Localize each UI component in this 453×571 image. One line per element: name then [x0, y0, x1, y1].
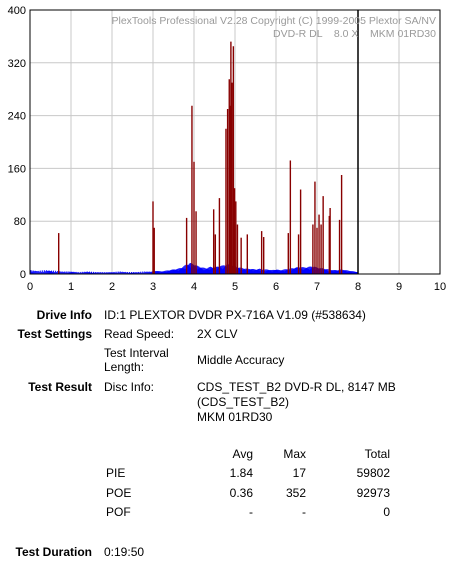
y-tick-label: 240: [8, 111, 26, 123]
stats-header-total: Total: [364, 447, 390, 461]
y-tick-label: 0: [20, 269, 26, 281]
stats-row-name: POE: [106, 486, 132, 500]
x-tick-label: 7: [314, 281, 320, 293]
test-settings-label: Test Settings: [17, 327, 92, 341]
stats-header-avg: Avg: [232, 447, 253, 461]
interval-label-line-2: Length:: [104, 360, 145, 374]
read-speed-value: 2X CLV: [197, 327, 238, 341]
drive-info-value: ID:1 PLEXTOR DVDR PX-716A V1.09 (#538634…: [104, 308, 366, 322]
disc-info-line-1: CDS_TEST_B2 DVD-R DL, 8147 MB: [197, 380, 396, 394]
x-tick-label: 6: [273, 281, 279, 293]
x-tick-label: 4: [191, 281, 197, 293]
stats-row-total: 0: [383, 505, 390, 519]
disc-info-label: Disc Info:: [104, 380, 155, 394]
stats-row-avg: 1.84: [229, 466, 253, 480]
test-result-label: Test Result: [28, 380, 92, 394]
chart-title-line-2: DVD-R DL 8.0 X MKM 01RD30: [273, 28, 436, 40]
x-tick-label: 0: [27, 281, 33, 293]
drive-info-label: Drive Info: [36, 308, 92, 322]
stats-header-max: Max: [283, 447, 306, 461]
error-chart: 0 80 160 240 320 400 0 1 2 3 4 5 6 7 8 9 10 PlexTools P…: [8, 5, 446, 293]
stats-row-total: 59802: [356, 466, 390, 480]
y-tick-label: 160: [8, 163, 26, 175]
stats-row-name: PIE: [106, 466, 126, 480]
x-tick-label: 9: [396, 281, 402, 293]
test-duration-value: 0:19:50: [104, 545, 145, 559]
y-tick-label: 80: [14, 216, 26, 228]
y-tick-label: 400: [8, 5, 26, 17]
stats-row-max: 17: [292, 466, 306, 480]
x-tick-labels: 0 1 2 3 4 5 6 7 8 9 10: [27, 281, 446, 293]
stats-row-total: 92973: [356, 486, 390, 500]
y-tick-label: 320: [8, 58, 26, 70]
read-speed-label: Read Speed:: [104, 327, 175, 341]
stats-row-max: 352: [285, 486, 306, 500]
x-tick-label: 5: [232, 281, 238, 293]
plot-frame: [29, 9, 441, 275]
stats-row-avg: 0.36: [229, 486, 253, 500]
disc-info-line-2: (CDS_TEST_B2): [197, 395, 290, 409]
stats-row-avg: -: [249, 505, 253, 519]
stats-row-name: POF: [106, 505, 131, 519]
x-tick-label: 10: [434, 281, 446, 293]
test-duration-label: Test Duration: [15, 545, 92, 559]
interval-label-line-1: Test Interval: [104, 346, 169, 360]
x-tick-label: 2: [109, 281, 115, 293]
disc-info-line-3: MKM 01RD30: [197, 410, 273, 424]
chart-title-line-1: PlexTools Professional V2.28 Copyright (…: [112, 15, 437, 27]
interval-value: Middle Accuracy: [197, 353, 285, 367]
poe-series: [58, 41, 343, 274]
x-tick-label: 8: [355, 281, 361, 293]
y-tick-labels: 0 80 160 240 320 400: [8, 5, 26, 281]
stats-row-max: -: [302, 505, 306, 519]
x-tick-label: 3: [150, 281, 156, 293]
x-tick-label: 1: [68, 281, 74, 293]
